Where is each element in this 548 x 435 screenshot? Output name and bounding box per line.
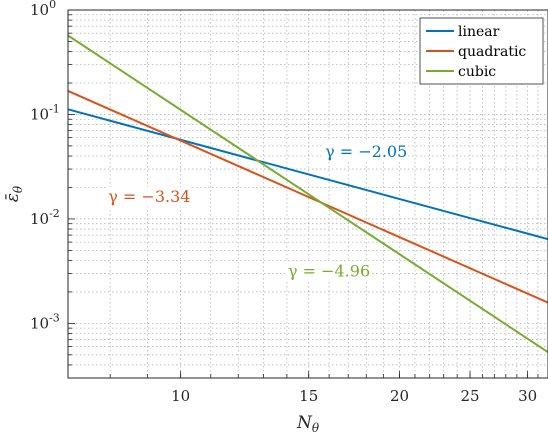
series-line-cubic [67, 34, 548, 354]
series-lines [67, 34, 548, 354]
x-tick-label: 20 [390, 387, 409, 405]
x-tick-label: 15 [299, 387, 318, 405]
y-tick-label: 10-1 [30, 102, 60, 123]
slope-annotation-linear: γ = −2.05 [325, 142, 407, 161]
y-tick-label: 100 [30, 0, 56, 19]
slope-annotations: γ = −2.05 γ = −3.34 γ = −4.96 [105, 141, 407, 282]
x-tick-label: 10 [171, 387, 190, 405]
axis-ticks [67, 9, 548, 379]
series-line-linear [67, 108, 548, 241]
x-axis-label: Nθ [296, 413, 320, 435]
annotation-background [284, 261, 369, 282]
y-axis-label: ε̄θ [3, 185, 25, 202]
y-tick-label: 10-3 [30, 311, 60, 332]
slope-annotation-quadratic: γ = −3.34 [108, 187, 190, 206]
annotation-background [105, 186, 190, 207]
slope-annotation-cubic: γ = −4.96 [288, 261, 370, 280]
plot-frame [67, 9, 548, 379]
x-tick-label: 30 [518, 387, 537, 405]
legend-label-quadratic: quadratic [458, 44, 526, 60]
legend-label-cubic: cubic [458, 64, 496, 80]
annotation-background [322, 141, 407, 162]
y-tick-label: 10-2 [30, 207, 60, 228]
axis-labels: 10 15 20 25 30 10-3 10-2 10-1 100 Nθ ε̄θ [3, 0, 537, 435]
series-line-quadratic [67, 90, 548, 304]
legend: linear quadratic cubic [419, 17, 544, 85]
legend-label-linear: linear [458, 24, 500, 40]
x-tick-label: 25 [460, 387, 479, 405]
